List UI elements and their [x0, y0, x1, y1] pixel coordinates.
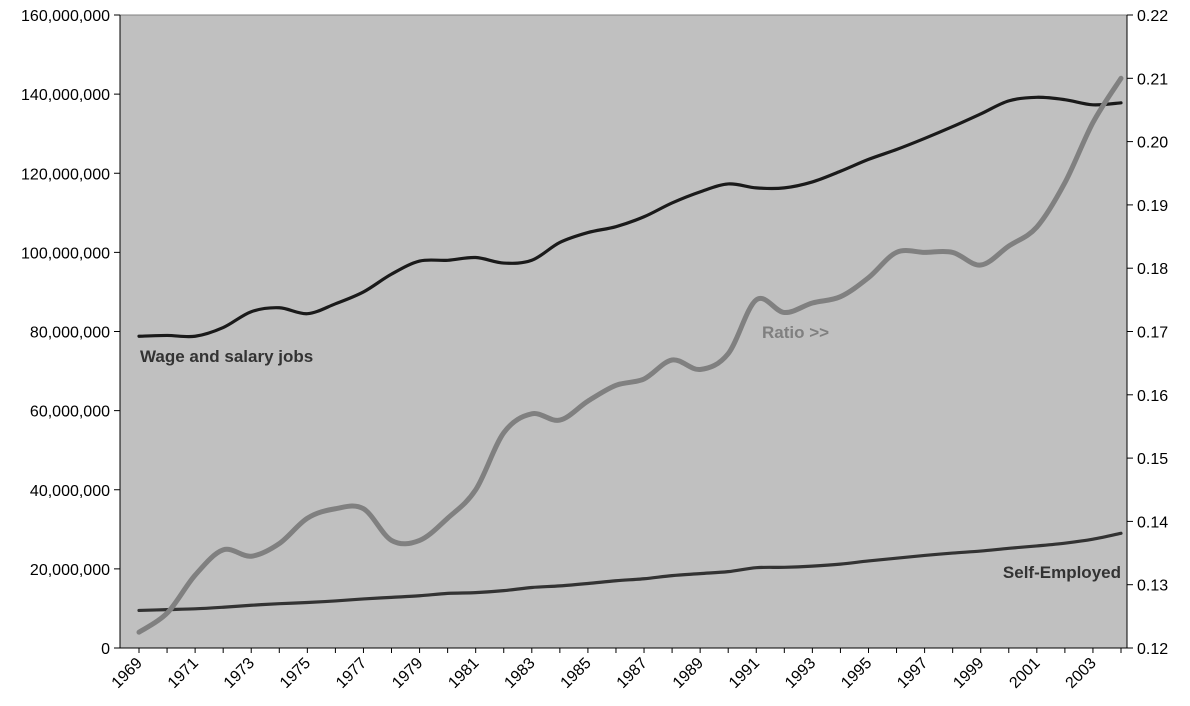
x-tick-label: 2001: [1006, 655, 1043, 692]
right-tick-label: 0.13: [1137, 578, 1168, 595]
left-tick-label: 80,000,000: [30, 325, 110, 342]
x-tick-label: 1981: [445, 655, 482, 692]
x-tick-label: 1969: [109, 655, 146, 692]
right-tick-label: 0.18: [1137, 261, 1168, 278]
self-employed-series-label: Self-Employed: [1003, 563, 1121, 582]
wage-series-label: Wage and salary jobs: [140, 347, 313, 366]
right-tick-label: 0.21: [1137, 71, 1168, 88]
right-tick-label: 0.16: [1137, 388, 1168, 405]
x-tick-label: 1993: [782, 655, 819, 692]
x-tick-label: 1977: [333, 655, 370, 692]
x-axis: 1969 1971 1973 1975 1977 1979 1981 1983 1985 1987…: [109, 647, 1127, 692]
left-tick-label: 120,000,000: [21, 166, 110, 183]
x-tick-label: 1983: [501, 655, 538, 692]
x-tick-label: 1991: [726, 655, 763, 692]
x-tick-label: 1985: [558, 655, 595, 692]
right-tick-label: 0.19: [1137, 198, 1168, 215]
right-tick-label: 0.17: [1137, 325, 1168, 342]
right-tick-label: 0.15: [1137, 451, 1168, 468]
right-tick-label: 0.12: [1137, 641, 1168, 658]
left-axis: 0 20,000,000 40,000,000 60,000,000 80,000,00…: [21, 8, 121, 658]
ratio-series-line: [136, 75, 1124, 635]
right-tick-label: 0.22: [1137, 8, 1168, 25]
series-group: [136, 75, 1124, 635]
left-tick-label: 100,000,000: [21, 245, 110, 262]
x-tick-label: 2003: [1063, 655, 1100, 692]
plot-area: [119, 14, 1128, 649]
self-employed-series-line: [137, 531, 1123, 613]
left-tick-label: 40,000,000: [30, 483, 110, 500]
left-tick-label: 60,000,000: [30, 404, 110, 421]
left-tick-label: 140,000,000: [21, 87, 110, 104]
left-tick-label: 0: [101, 641, 110, 658]
ratio-series-label: Ratio >>: [762, 323, 829, 342]
right-tick-label: 0.14: [1137, 514, 1168, 531]
x-tick-label: 1995: [838, 655, 875, 692]
left-tick-label: 160,000,000: [21, 8, 110, 25]
x-tick-label: 1989: [670, 655, 707, 692]
x-tick-label: 1987: [614, 655, 651, 692]
wage-series-line: [137, 95, 1123, 339]
x-tick-label: 1971: [165, 655, 202, 692]
right-axis: 0.12 0.13 0.14 0.15 0.16 0.17 0.18 0.19 0.20 0.21…: [1126, 8, 1168, 658]
x-tick-label: 1975: [277, 655, 314, 692]
left-tick-label: 20,000,000: [30, 562, 110, 579]
x-tick-label: 1979: [389, 655, 426, 692]
right-tick-label: 0.20: [1137, 135, 1168, 152]
x-tick-label: 1997: [894, 655, 931, 692]
x-tick-label: 1999: [950, 655, 987, 692]
x-tick-label: 1973: [221, 655, 258, 692]
